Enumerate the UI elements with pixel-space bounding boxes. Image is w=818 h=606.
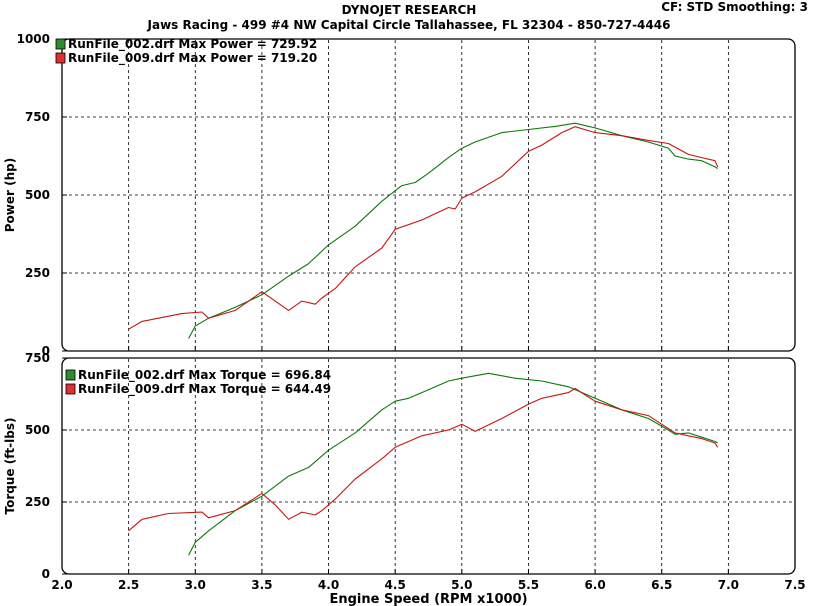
x-tick-label: 2.5 [118,578,139,592]
x-tick-label: 6.0 [584,578,605,592]
x-tick-label: 5.5 [518,578,539,592]
legend-swatch-2 [65,383,76,395]
legend-label-2: RunFile_009.drf Max Torque = 644.49 [78,382,331,397]
y-tick-label: 1000 [17,32,50,46]
series-line-1 [188,372,718,556]
y-tick-label: 750 [25,351,50,365]
x-tick-label: 7.0 [718,578,739,592]
x-tick-label: 5.0 [451,578,472,592]
x-tick-label: 4.0 [318,578,339,592]
legend-swatch-1 [65,369,76,381]
y-axis-label: Power (hp) [3,158,17,232]
legend-label-2: RunFile_009.drf Max Power = 719.20 [68,51,317,66]
chart-subtitle: Jaws Racing - 499 #4 NW Capital Circle T… [147,18,671,32]
series-line-2 [128,387,719,532]
chart-panel-1: 0 250 500 750 1000 Power (hp) RunFile_002.drf … [3,32,796,358]
legend-label-1: RunFile_002.drf Max Torque = 696.84 [78,368,331,383]
y-tick-label: 250 [25,495,50,509]
x-tick-label: 3.0 [185,578,206,592]
y-axis-label: Torque (ft-lbs) [3,418,17,515]
correction-smoothing-label: CF: STD Smoothing: 3 [661,0,808,14]
y-tick-label: 500 [25,188,50,202]
x-tick-label: 3.5 [251,578,272,592]
y-tick-label: 750 [25,110,50,124]
y-tick-label: 0 [42,344,50,358]
series-line-1 [188,122,718,339]
legend-swatch-2 [55,52,66,64]
chart-title: DYNOJET RESEARCH [341,3,477,17]
y-tick-label: 250 [25,266,50,280]
x-tick-label: 6.5 [651,578,672,592]
series-line-2 [128,126,719,330]
y-tick-label: 0 [42,567,50,581]
legend-swatch-1 [55,38,66,50]
plot-frame [61,357,796,575]
x-tick-label: 2.0 [51,578,72,592]
legend-label-1: RunFile_002.drf Max Power = 729.92 [68,37,317,52]
x-tick-label: 7.5 [784,578,805,592]
chart-panel-2: 0 250 500 750 Torque (ft-lbs) RunFile_002.drf… [3,351,806,606]
x-tick-label: 4.5 [385,578,406,592]
y-tick-label: 500 [25,423,50,437]
x-axis-label: Engine Speed (RPM x1000) [329,592,527,606]
